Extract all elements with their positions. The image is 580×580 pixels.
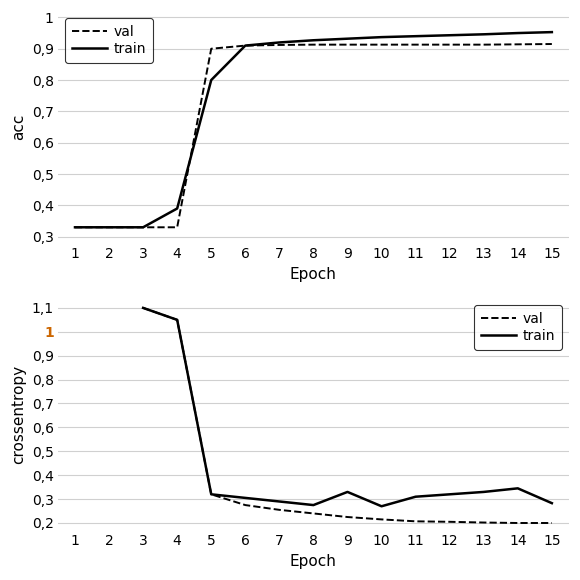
train (480, 31, 487, 38)
train (514, 30, 521, 37)
Legend: val, train: val, train (65, 18, 153, 63)
val (242, 502, 249, 509)
train (140, 224, 147, 231)
val (310, 41, 317, 48)
Line: train: train (143, 308, 552, 506)
train (378, 34, 385, 41)
val (514, 41, 521, 48)
val (480, 519, 487, 526)
train (446, 491, 453, 498)
train (276, 39, 283, 46)
train (344, 488, 351, 495)
val (344, 513, 351, 520)
train (480, 488, 487, 495)
Y-axis label: acc: acc (11, 114, 26, 140)
val (106, 224, 113, 231)
val (344, 41, 351, 48)
val (173, 224, 180, 231)
train (106, 224, 113, 231)
val (140, 304, 147, 311)
X-axis label: Epoch: Epoch (290, 554, 337, 569)
train (208, 491, 215, 498)
train (276, 498, 283, 505)
val (276, 506, 283, 513)
val (276, 42, 283, 49)
val (378, 516, 385, 523)
X-axis label: Epoch: Epoch (290, 267, 337, 282)
train (548, 500, 555, 507)
val (412, 41, 419, 48)
val (71, 224, 78, 231)
val (412, 518, 419, 525)
Line: val: val (143, 308, 552, 523)
train (208, 77, 215, 84)
Legend: val, train: val, train (474, 305, 562, 350)
Line: val: val (75, 44, 552, 227)
train (344, 35, 351, 42)
train (242, 494, 249, 501)
train (514, 485, 521, 492)
val (548, 520, 555, 527)
train (310, 37, 317, 44)
val (378, 41, 385, 48)
train (310, 502, 317, 509)
val (208, 45, 215, 52)
val (140, 224, 147, 231)
train (71, 224, 78, 231)
val (242, 42, 249, 49)
val (446, 41, 453, 48)
val (173, 316, 180, 323)
train (412, 493, 419, 500)
Y-axis label: crossentropy: crossentropy (11, 365, 26, 464)
train (242, 42, 249, 49)
val (208, 491, 215, 498)
val (514, 520, 521, 527)
train (378, 503, 385, 510)
train (173, 316, 180, 323)
train (173, 205, 180, 212)
val (548, 41, 555, 48)
train (446, 32, 453, 39)
Line: train: train (75, 32, 552, 227)
val (446, 519, 453, 525)
train (140, 304, 147, 311)
train (412, 32, 419, 39)
val (480, 41, 487, 48)
val (310, 510, 317, 517)
train (548, 28, 555, 35)
